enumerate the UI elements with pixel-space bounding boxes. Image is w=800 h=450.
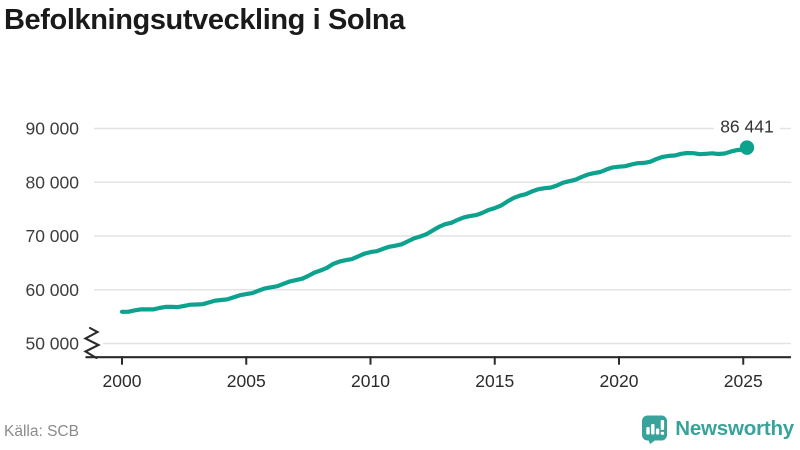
page-title: Befolkningsutveckling i Solna [4,4,405,36]
x-tick-label: 2015 [475,371,514,391]
x-tick-label: 2010 [351,371,390,391]
x-tick-label: 2025 [724,371,763,391]
annotation-backing [713,116,780,135]
newsworthy-bubble-chart-icon [642,415,668,444]
end-point-dot [739,140,755,155]
axis-break-zigzag-icon [83,326,101,360]
y-tick-label: 90 000 [25,119,79,139]
y-tick-label: 50 000 [25,334,79,354]
last-value-label: 86 441 [720,117,774,137]
y-tick-label: 70 000 [25,226,79,246]
population-line [119,145,750,314]
x-tick-label: 2020 [600,371,639,391]
newsworthy-wordmark: Newsworthy [675,417,794,440]
newsworthy-logo[interactable]: Newsworthy [641,414,794,444]
y-tick-label: 80 000 [25,172,79,192]
source-note: Källa: SCB [4,423,79,440]
x-tick-label: 2000 [103,371,142,391]
y-tick-label: 60 000 [25,280,79,300]
x-tick-label: 2005 [227,371,266,391]
